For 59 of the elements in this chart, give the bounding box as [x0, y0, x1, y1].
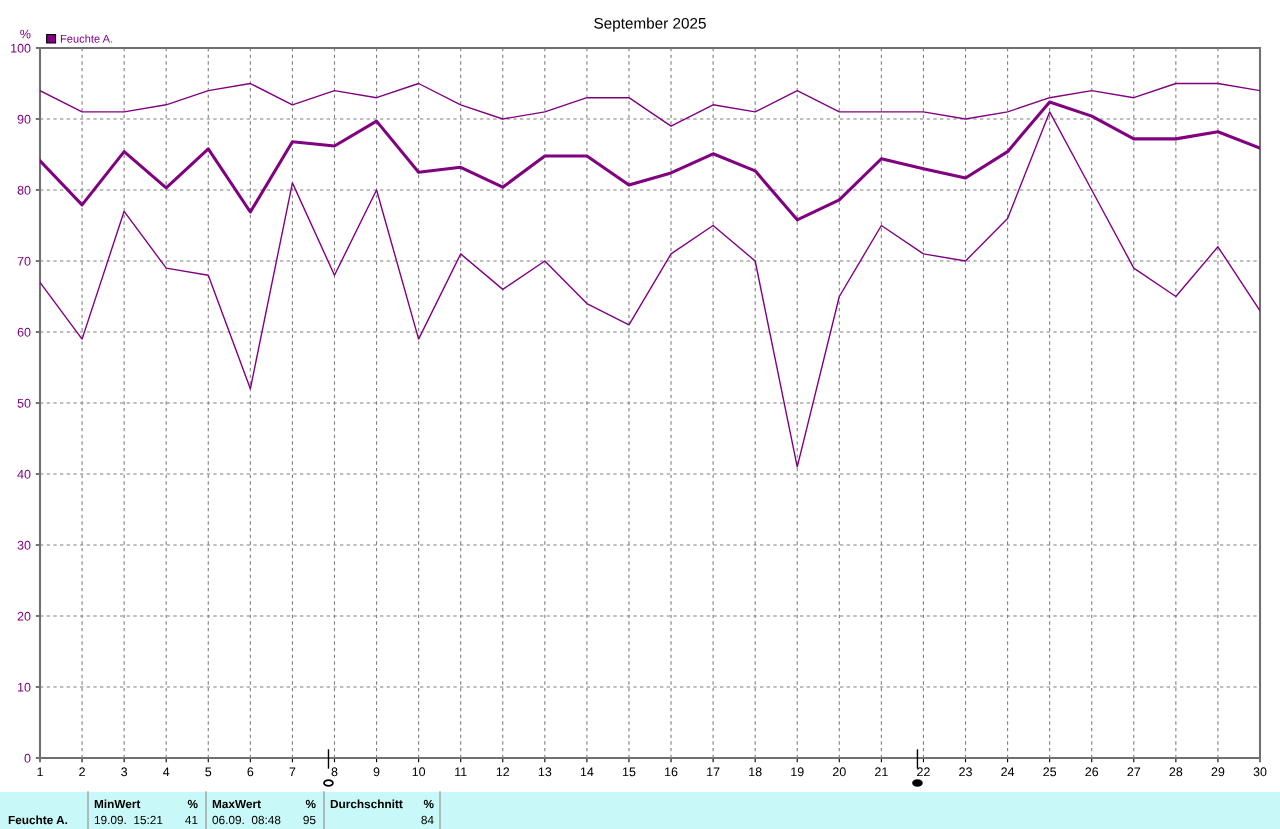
text: %: [187, 799, 198, 809]
x-tick-label: 24: [1001, 767, 1015, 777]
chart-title: September 2025: [594, 17, 706, 32]
text: Feuchte A.: [8, 815, 68, 825]
x-tick-label: 22: [917, 767, 930, 777]
x-tick-label: 21: [875, 767, 888, 777]
x-tick-label: 13: [538, 767, 552, 777]
x-tick-label: 29: [1211, 767, 1225, 777]
y-tick-label: 90: [17, 114, 31, 124]
y-axis-title: %: [20, 29, 31, 39]
x-tick-label: 26: [1085, 767, 1099, 777]
text: 06.09. 08:48: [212, 815, 281, 825]
y-tick-label: 100: [11, 43, 31, 53]
text: %: [423, 799, 434, 809]
x-tick-label: 7: [289, 767, 296, 777]
x-tick-label: 2: [79, 767, 85, 777]
y-tick-label: 10: [18, 682, 31, 692]
text: 95: [303, 815, 316, 825]
x-tick-label: 30: [1253, 767, 1267, 777]
x-tick-label: 8: [331, 767, 338, 777]
text: 19.09. 15:21: [94, 815, 163, 825]
x-tick-label: 23: [959, 767, 972, 777]
y-tick-label: 60: [17, 327, 31, 337]
x-tick-label: 16: [665, 767, 678, 777]
x-tick-label: 1: [37, 767, 43, 777]
x-tick-label: 11: [455, 767, 467, 777]
y-tick-label: 70: [17, 256, 31, 266]
line-series: [40, 100, 1260, 222]
text: Durchschnitt: [330, 799, 403, 809]
y-tick-label: 40: [17, 469, 31, 479]
y-tick-label: 20: [17, 611, 31, 621]
x-tick-label: 19: [791, 767, 804, 777]
x-tick-label: 18: [749, 767, 762, 777]
y-tick-label: 50: [17, 398, 31, 408]
y-tick-label: 30: [17, 540, 31, 550]
x-tick-label: 9: [373, 767, 380, 777]
x-tick-label: 14: [580, 767, 594, 777]
line-series: [40, 111, 1260, 468]
x-tick-label: 6: [247, 767, 254, 777]
text: 84: [421, 815, 434, 825]
text: %: [305, 799, 316, 809]
x-tick-label: 5: [205, 767, 212, 777]
x-tick-label: 20: [832, 767, 846, 777]
legend-label: Feuchte A.: [60, 34, 113, 43]
x-tick-label: 10: [412, 767, 426, 777]
text: MaxWert: [212, 799, 261, 809]
x-tick-label: 3: [121, 767, 128, 777]
text: 41: [185, 815, 198, 825]
line-series: [40, 82, 1260, 127]
x-tick-label: 25: [1043, 767, 1057, 777]
y-tick-label: 0: [24, 753, 31, 763]
x-tick-label: 4: [163, 767, 170, 777]
y-tick-label: 80: [17, 185, 31, 195]
x-tick-label: 15: [622, 767, 636, 777]
text: MinWert: [94, 799, 141, 809]
x-tick-label: 17: [707, 767, 720, 777]
x-tick-label: 28: [1169, 767, 1183, 777]
x-tick-label: 27: [1127, 767, 1141, 777]
x-tick-label: 12: [496, 767, 510, 777]
